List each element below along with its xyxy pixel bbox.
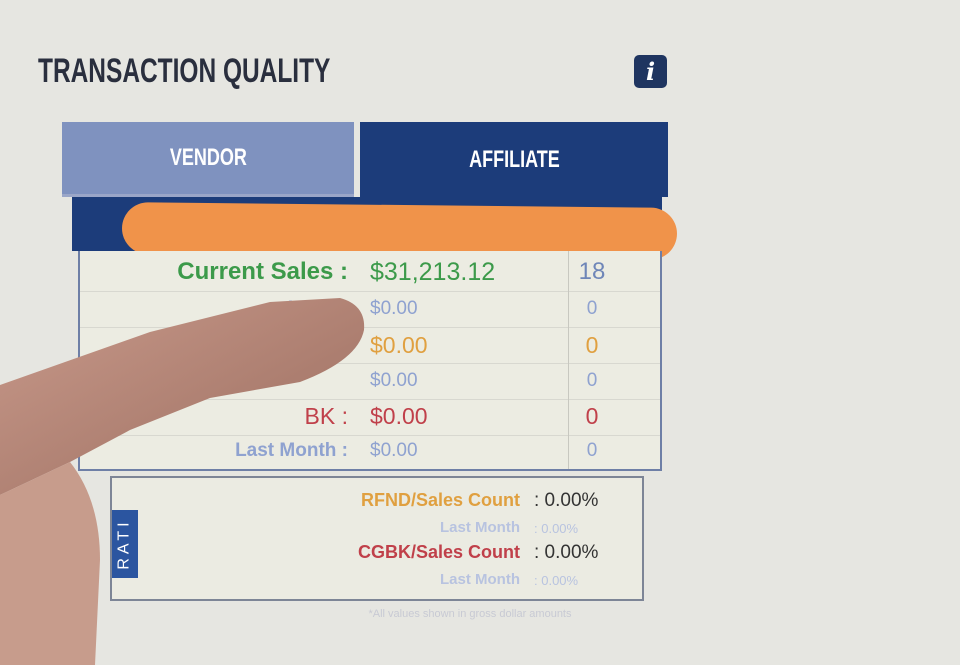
row-count: 0	[586, 440, 598, 461]
tab-vendor[interactable]: VENDOR	[62, 122, 354, 197]
cgbk-last-month-label: Last Month	[440, 571, 520, 588]
cgbk-last-month-value: : 0.00%	[534, 573, 579, 588]
ratios-panel: RFND/Sales Count : 0.00% Last Month : 0.…	[110, 476, 644, 601]
table-row-last-month-sales: Last M $0.00 0	[80, 291, 660, 328]
row-label: C	[163, 332, 180, 358]
rfnd-last-month-value: : 0.00%	[534, 521, 579, 536]
row-count: 18	[578, 258, 606, 285]
ratios-tab-label: RATI	[116, 518, 134, 570]
footnote: *All values shown in gross dollar amount…	[368, 608, 572, 620]
page-title: TRANSACTION QUALITY	[38, 52, 331, 90]
row-label: Current Sales :	[177, 258, 348, 285]
row-count: 0	[586, 370, 598, 391]
row-label: Last M	[287, 298, 348, 319]
sales-table: Current Sales : $31,213.12 18 Last M $0.…	[78, 251, 662, 471]
tab-vendor-label: VENDOR	[169, 144, 247, 171]
column-divider	[568, 251, 569, 469]
table-row-last-month-chargebacks: Last Month : $0.00 0	[80, 433, 660, 469]
row-count: 0	[585, 403, 599, 429]
row-amount: $0.00	[370, 440, 418, 461]
row-amount: $0.00	[370, 332, 428, 358]
row-count: 0	[585, 332, 599, 358]
row-amount: $0.00	[370, 403, 428, 429]
rfnd-last-month-label: Last Month	[440, 519, 520, 536]
table-row-refunds: C $0.00 0	[80, 327, 660, 364]
info-icon[interactable]: i	[634, 55, 667, 88]
row-count: 0	[586, 298, 598, 319]
rfnd-ratio-label: RFND/Sales Count	[360, 490, 520, 510]
tab-affiliate[interactable]: AFFILIATE	[360, 122, 668, 197]
row-amount: $0.00	[370, 298, 418, 319]
cgbk-ratio-value: : 0.00%	[534, 542, 599, 563]
row-label: Last Month :	[235, 440, 348, 461]
rfnd-ratio-value: : 0.00%	[534, 490, 599, 511]
hand	[0, 462, 100, 665]
tab-affiliate-label: AFFILIATE	[468, 145, 560, 173]
table-row-last-month-refunds: $0.00 0	[80, 363, 660, 400]
ratios-tab: RATI	[112, 510, 138, 578]
table-row-chargebacks: BK : $0.00 0	[80, 399, 660, 436]
table-row-current-sales: Current Sales : $31,213.12 18	[80, 251, 660, 292]
cgbk-ratio-label: CGBK/Sales Count	[357, 542, 520, 562]
row-amount: $0.00	[370, 370, 418, 391]
row-amount: $31,213.12	[370, 258, 496, 286]
row-label: BK :	[304, 403, 348, 429]
